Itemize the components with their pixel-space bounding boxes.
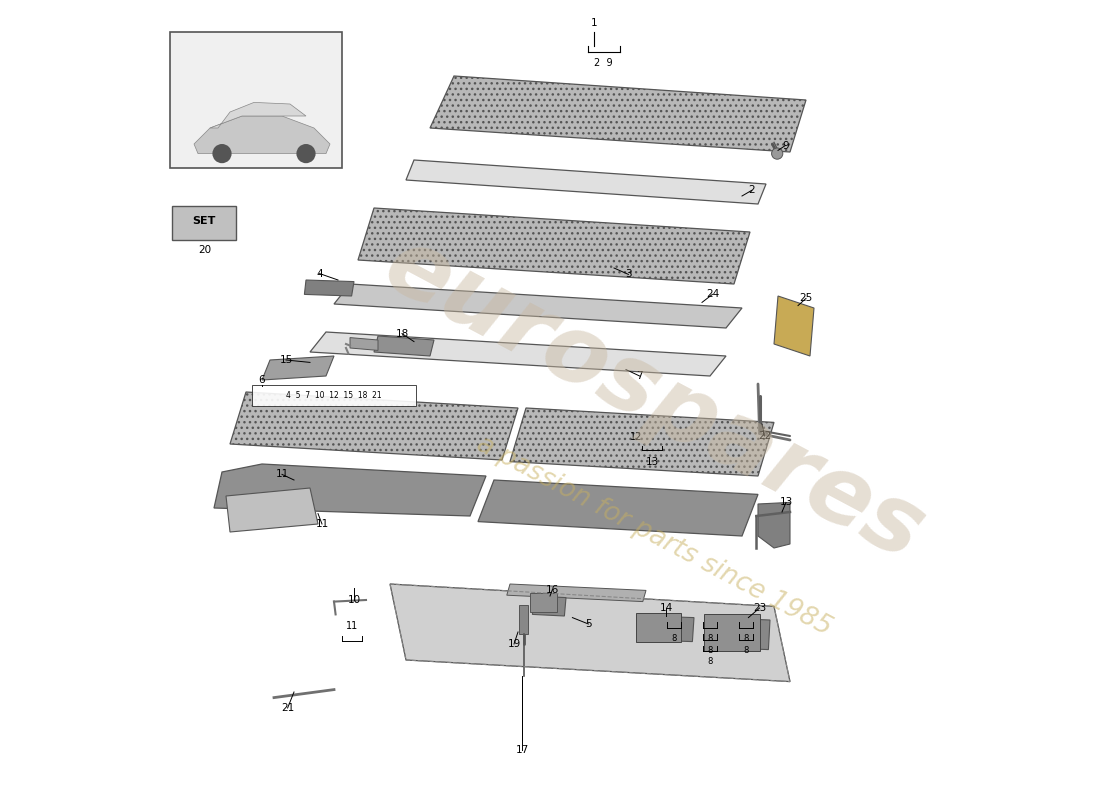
Polygon shape — [262, 356, 334, 380]
Polygon shape — [532, 596, 566, 616]
Text: 6: 6 — [258, 375, 265, 385]
Text: a passion for parts since 1985: a passion for parts since 1985 — [472, 431, 836, 641]
Text: 8: 8 — [744, 646, 749, 654]
Text: 11: 11 — [316, 519, 329, 529]
Text: 2: 2 — [748, 186, 755, 195]
Text: 8: 8 — [707, 646, 713, 654]
Polygon shape — [774, 296, 814, 356]
Text: 8: 8 — [707, 634, 713, 642]
Text: 13: 13 — [646, 457, 659, 467]
Text: 13: 13 — [780, 498, 793, 507]
Text: 3: 3 — [625, 270, 631, 279]
Polygon shape — [358, 208, 750, 284]
Polygon shape — [305, 280, 354, 296]
Polygon shape — [334, 284, 742, 328]
Text: 17: 17 — [516, 746, 529, 755]
FancyBboxPatch shape — [530, 593, 558, 612]
Text: 18: 18 — [395, 329, 408, 338]
Text: 11: 11 — [345, 621, 359, 631]
Polygon shape — [507, 584, 646, 602]
Text: 22: 22 — [758, 431, 771, 441]
Polygon shape — [758, 502, 790, 548]
Text: 10: 10 — [348, 595, 361, 605]
Text: 12: 12 — [630, 432, 642, 442]
Polygon shape — [214, 464, 486, 516]
Polygon shape — [210, 102, 306, 128]
FancyBboxPatch shape — [252, 385, 416, 406]
FancyBboxPatch shape — [519, 605, 528, 634]
Polygon shape — [510, 408, 774, 476]
Text: 21: 21 — [280, 703, 294, 713]
Polygon shape — [374, 336, 434, 356]
Text: 16: 16 — [546, 585, 559, 594]
FancyBboxPatch shape — [704, 614, 760, 651]
Text: 15: 15 — [279, 355, 293, 365]
Polygon shape — [310, 332, 726, 376]
Text: 20: 20 — [198, 245, 211, 254]
FancyBboxPatch shape — [637, 613, 681, 642]
Polygon shape — [390, 584, 790, 682]
Text: 5: 5 — [585, 619, 592, 629]
Text: 11: 11 — [275, 470, 288, 479]
Text: 2  9: 2 9 — [594, 58, 613, 69]
Polygon shape — [350, 338, 378, 350]
Text: 4  5  7  10  12  15  18  21: 4 5 7 10 12 15 18 21 — [286, 390, 382, 400]
Polygon shape — [194, 116, 330, 154]
Circle shape — [296, 144, 316, 163]
Text: 19: 19 — [507, 639, 520, 649]
Text: 1: 1 — [591, 18, 597, 28]
Text: 23: 23 — [754, 603, 767, 613]
FancyBboxPatch shape — [170, 32, 342, 168]
Text: 4: 4 — [317, 269, 323, 278]
Text: 9: 9 — [782, 141, 789, 150]
Text: 14: 14 — [659, 603, 672, 613]
Polygon shape — [406, 160, 766, 204]
Polygon shape — [226, 488, 318, 532]
Text: SET: SET — [192, 216, 216, 226]
Text: 8: 8 — [744, 634, 749, 642]
Polygon shape — [708, 618, 770, 650]
Polygon shape — [230, 392, 518, 460]
Text: 8: 8 — [671, 634, 676, 642]
FancyBboxPatch shape — [173, 206, 236, 240]
Polygon shape — [430, 76, 806, 152]
Text: 7: 7 — [636, 371, 642, 381]
Circle shape — [212, 144, 232, 163]
Polygon shape — [478, 480, 758, 536]
Polygon shape — [645, 616, 694, 642]
Circle shape — [771, 148, 783, 159]
Text: 24: 24 — [706, 290, 719, 299]
Text: 8: 8 — [707, 657, 713, 666]
Text: 25: 25 — [800, 294, 813, 303]
Text: eurospares: eurospares — [368, 219, 939, 581]
